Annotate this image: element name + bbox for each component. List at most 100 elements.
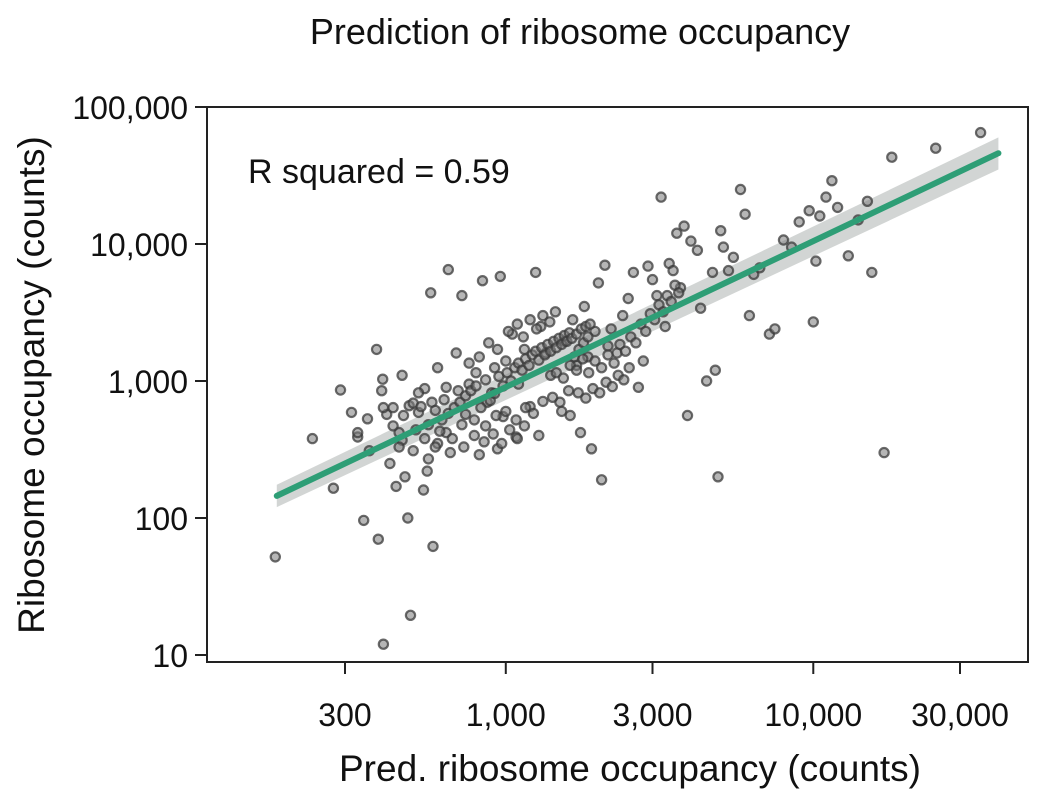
data-point	[712, 471, 724, 483]
data-point	[345, 406, 358, 419]
data-point	[377, 373, 389, 385]
data-point	[562, 385, 575, 397]
data-point	[826, 174, 838, 187]
data-point	[602, 349, 614, 361]
data-point	[511, 318, 524, 330]
data-point	[517, 331, 530, 343]
data-point	[618, 374, 630, 386]
plot-frame	[206, 106, 1029, 663]
data-point	[402, 512, 414, 524]
data-point	[434, 425, 446, 437]
data-point	[537, 309, 549, 322]
data-point	[500, 405, 512, 418]
r-squared-annotation: R squared = 0.59	[248, 153, 510, 191]
data-point	[502, 325, 515, 338]
data-point	[814, 210, 826, 222]
data-point	[415, 400, 427, 413]
data-point	[518, 420, 531, 432]
data-point	[377, 638, 390, 650]
data-point	[510, 414, 522, 426]
data-point	[376, 385, 388, 397]
data-point	[500, 355, 512, 367]
data-point	[678, 220, 690, 232]
data-point	[470, 380, 482, 392]
x-tick-label: 300	[318, 697, 371, 733]
data-point	[452, 385, 464, 397]
data-point	[637, 355, 650, 367]
y-tick-label: 100,000	[72, 90, 188, 126]
data-point	[519, 401, 532, 414]
x-tick-label: 30,000	[911, 697, 1009, 733]
data-point	[384, 457, 396, 470]
data-point	[567, 314, 579, 326]
data-point	[584, 318, 596, 330]
data-point	[594, 387, 606, 399]
data-point	[479, 374, 492, 386]
data-point	[642, 260, 654, 272]
data-point	[803, 204, 815, 217]
data-point	[397, 409, 410, 422]
data-point	[544, 316, 556, 328]
data-point	[372, 533, 384, 545]
data-point	[546, 391, 559, 403]
data-point	[533, 429, 545, 442]
data-point	[623, 362, 635, 374]
data-point	[769, 323, 781, 335]
data-point	[490, 409, 502, 422]
data-point	[861, 195, 874, 207]
data-points	[269, 126, 987, 650]
data-point	[431, 362, 444, 374]
data-point	[496, 437, 508, 450]
data-point	[456, 289, 468, 302]
data-point	[494, 270, 506, 283]
data-point	[473, 449, 485, 461]
data-point	[422, 453, 435, 465]
data-point	[743, 309, 756, 322]
data-point	[438, 394, 450, 406]
data-point	[694, 302, 707, 314]
data-point	[387, 420, 399, 432]
data-point	[605, 323, 617, 335]
data-point	[842, 250, 855, 262]
y-tick-label: 100	[135, 501, 188, 537]
data-point	[425, 287, 437, 299]
data-point	[572, 387, 584, 399]
data-point	[564, 409, 576, 422]
data-point	[578, 300, 591, 313]
data-point	[306, 432, 319, 445]
data-point	[706, 266, 719, 279]
data-point	[878, 446, 890, 459]
data-point	[475, 401, 487, 414]
data-point	[608, 357, 620, 369]
data-point	[419, 432, 431, 445]
data-point	[722, 264, 735, 277]
y-tick-label: 10	[152, 638, 188, 674]
x-tick-label: 10,000	[764, 697, 862, 733]
data-point	[583, 367, 595, 379]
data-point	[446, 432, 458, 445]
data-point	[387, 401, 399, 414]
data-point	[476, 275, 489, 287]
y-tick-label: 1,000	[108, 364, 188, 400]
data-point	[974, 126, 987, 139]
y-axis-label: Ribosome occupancy (counts)	[11, 136, 52, 634]
data-point	[352, 426, 364, 439]
data-point	[470, 367, 482, 379]
data-point	[550, 367, 563, 379]
data-point	[370, 343, 383, 356]
data-point	[407, 445, 419, 457]
data-point	[632, 381, 645, 393]
data-point	[537, 395, 549, 408]
data-point	[599, 259, 611, 271]
data-point	[582, 331, 594, 343]
data-point	[524, 314, 536, 326]
data-point	[739, 208, 751, 220]
data-point	[427, 540, 439, 553]
data-point	[404, 609, 417, 622]
data-point	[617, 309, 629, 322]
data-point	[622, 292, 634, 305]
data-point	[570, 364, 583, 376]
y-tick-label: 10,000	[90, 227, 188, 263]
data-point	[412, 387, 425, 399]
